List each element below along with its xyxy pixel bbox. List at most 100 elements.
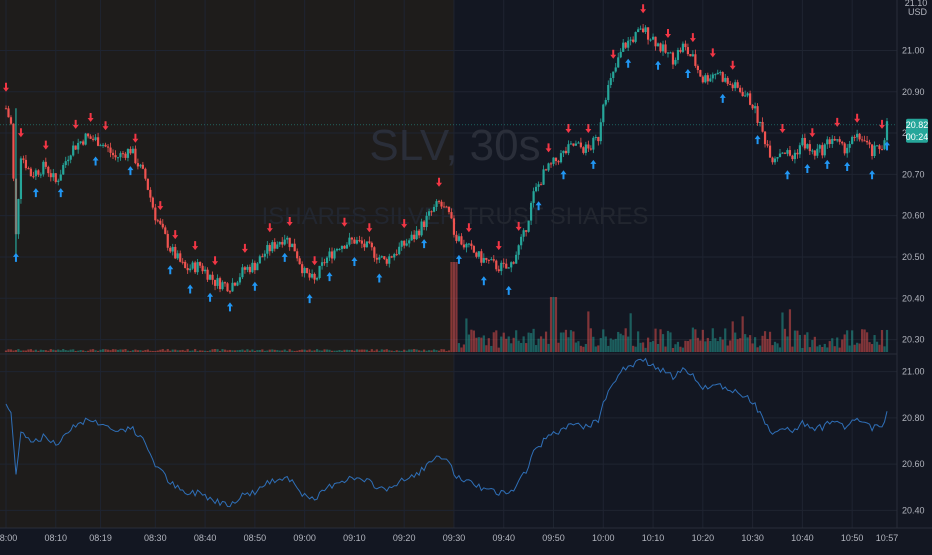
volume-bar [554, 297, 558, 352]
volume-bar [373, 350, 376, 352]
volume-bar [365, 349, 368, 352]
sell-signal-arrow [3, 82, 9, 92]
candle-body [584, 144, 587, 153]
candle-body [350, 237, 354, 240]
candle-body [885, 121, 889, 141]
candle-body [465, 243, 468, 248]
volume-bar [515, 330, 518, 352]
volume-bar [27, 349, 30, 352]
volume-bar [816, 346, 819, 352]
buy-signal-arrow [226, 302, 233, 312]
time-tick-label: 10:10 [642, 533, 665, 543]
volume-bar [99, 349, 102, 352]
indicator-axis[interactable]: 21.00 20.80 20.60 20.40 [902, 367, 925, 516]
sell-signal-arrow [779, 124, 786, 134]
buy-signal-arrow [306, 294, 313, 304]
buy-signal-arrow [535, 201, 542, 211]
candle-body [116, 157, 120, 159]
volume-bar [263, 350, 266, 352]
sell-signal-arrow [854, 113, 861, 123]
volume-bar [639, 342, 642, 352]
volume-bar [863, 329, 866, 352]
sell-signal-arrow [42, 140, 49, 150]
candle-body [467, 243, 470, 245]
volume-bar [221, 349, 224, 352]
sell-signal-arrow [515, 221, 522, 231]
candle-body [318, 265, 321, 278]
candle-body [271, 242, 274, 252]
candle-body [455, 234, 458, 241]
candle-body [776, 157, 779, 159]
candle-body [836, 139, 839, 141]
candle-body [390, 256, 393, 258]
volume-bar [736, 339, 739, 352]
volume-bar [838, 347, 841, 352]
indicator-tick-label: 20.40 [902, 505, 925, 515]
volume-bar [684, 340, 687, 352]
volume-bar [194, 349, 197, 352]
buy-signal-arrow [57, 188, 64, 198]
candle-body [7, 108, 10, 118]
candle-body [614, 67, 617, 72]
buy-signal-arrow [844, 161, 851, 171]
price-tick-label: 21.00 [902, 45, 925, 55]
candle-body [129, 148, 132, 154]
volume-bar [870, 344, 874, 352]
candle-body [666, 52, 670, 54]
volume-bar [79, 350, 82, 352]
candle-body [4, 108, 8, 110]
candle-body [821, 145, 824, 156]
last-price-badge[interactable]: 20.82 00:24 [906, 118, 929, 143]
sell-signal-arrow [879, 119, 886, 129]
time-axis[interactable]: 08:00 08:10 08:19 08:30 08:40 08:50 09:00 09:10… [0, 533, 898, 543]
volume-bar [455, 262, 458, 352]
candle-body [410, 234, 413, 241]
volume-bar [161, 349, 164, 352]
candle-body [823, 144, 826, 156]
candle-body [544, 169, 548, 171]
volume-bar [223, 349, 227, 352]
buy-signal-arrow [455, 254, 462, 264]
candle-body [403, 240, 406, 246]
candle-body [726, 77, 729, 84]
volume-bar [276, 350, 279, 352]
volume-bar [497, 347, 500, 352]
volume-bar [338, 350, 341, 352]
candle-body [587, 144, 590, 149]
candle-body [694, 54, 697, 66]
volume-bar [154, 350, 157, 352]
candle-body [388, 256, 391, 264]
volume-bar [522, 336, 525, 352]
volume-bar [592, 336, 595, 352]
volume-bar [445, 350, 448, 352]
candle-body [577, 142, 580, 144]
candle-body [146, 178, 149, 190]
candle-body [253, 262, 256, 271]
candle-body [833, 138, 836, 141]
candle-body [629, 39, 632, 41]
volume-bar [470, 329, 473, 352]
volume-bar [315, 349, 319, 352]
volume-bar [537, 338, 540, 352]
sell-signal-arrow [212, 256, 219, 266]
candle-body [619, 51, 622, 58]
candle-body [418, 230, 421, 236]
volume-bar [141, 350, 144, 352]
volume-bar [467, 334, 470, 352]
volume-bar [828, 341, 831, 352]
candle-body [527, 220, 530, 232]
candle-body [512, 262, 515, 264]
candle-body [415, 230, 418, 240]
candle-body [534, 186, 538, 192]
candle-body [773, 158, 777, 163]
candle-body [848, 143, 851, 148]
volume-bar [176, 350, 179, 352]
volume-bar [4, 350, 8, 352]
candle-body [101, 144, 105, 146]
volume-bar [798, 334, 801, 352]
candle-body [370, 242, 373, 248]
volume-bar [228, 349, 232, 352]
volume-bar [186, 349, 189, 352]
